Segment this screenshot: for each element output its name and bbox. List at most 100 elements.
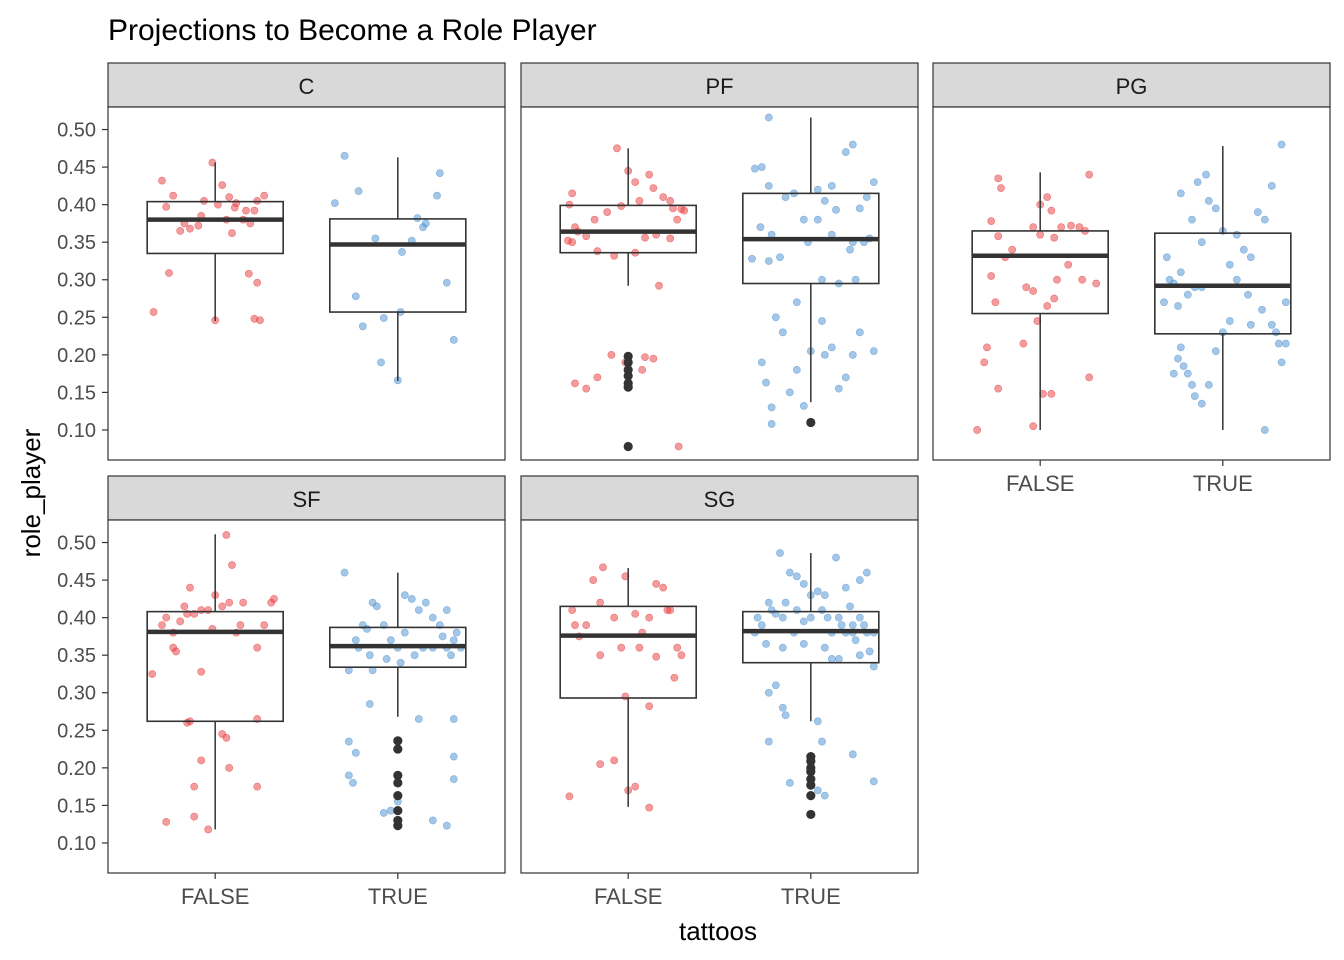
- data-point: [1029, 422, 1038, 431]
- data-point: [1260, 426, 1269, 434]
- data-point: [771, 681, 780, 690]
- data-point: [442, 278, 451, 287]
- data-point: [1053, 275, 1061, 284]
- data-point: [330, 199, 339, 208]
- box-false: [559, 144, 697, 452]
- y-tick-label: 0.45: [57, 570, 96, 592]
- iqr-box: [146, 610, 284, 723]
- data-point: [1176, 189, 1185, 198]
- y-tick-label: 0.25: [57, 307, 96, 329]
- x-tick-label: FALSE: [181, 884, 249, 909]
- y-tick-label: 0.10: [57, 833, 96, 855]
- data-point: [621, 572, 630, 581]
- data-point: [1267, 320, 1276, 329]
- data-point: [1211, 347, 1220, 355]
- data-point: [865, 647, 874, 656]
- data-point: [776, 253, 784, 262]
- data-point: [869, 178, 878, 187]
- data-point: [571, 379, 579, 388]
- data-point: [645, 170, 654, 179]
- data-point: [834, 384, 843, 393]
- data-point: [1246, 253, 1255, 262]
- data-point: [994, 174, 1003, 183]
- data-point: [568, 189, 577, 198]
- facet-label: C: [299, 74, 315, 99]
- data-point: [162, 613, 171, 622]
- data-point: [158, 176, 166, 185]
- iqr-box: [329, 218, 467, 313]
- data-point: [771, 313, 780, 322]
- data-point: [1162, 253, 1171, 262]
- data-point: [778, 613, 787, 622]
- data-point: [818, 317, 826, 325]
- data-point: [792, 572, 801, 581]
- x-tick-label: FALSE: [594, 884, 662, 909]
- data-point: [1179, 362, 1188, 371]
- outlier-point: [393, 770, 403, 780]
- data-point: [449, 636, 458, 645]
- data-point: [764, 737, 773, 746]
- data-point: [792, 606, 801, 615]
- facet-label: SG: [704, 487, 736, 512]
- iqr-box: [971, 230, 1109, 315]
- data-point: [767, 403, 776, 412]
- data-point: [869, 777, 878, 786]
- box-true: [1154, 140, 1292, 434]
- data-point: [652, 579, 661, 588]
- data-point: [980, 358, 989, 367]
- panel-border: [520, 519, 919, 874]
- y-tick-label: 0.50: [57, 120, 96, 142]
- data-point: [1176, 268, 1185, 277]
- data-point: [442, 821, 451, 830]
- x-tick-label: FALSE: [1006, 471, 1074, 496]
- data-point: [1188, 215, 1196, 224]
- data-point: [806, 613, 815, 622]
- data-point: [228, 229, 236, 238]
- data-point: [582, 384, 591, 393]
- data-point: [149, 308, 158, 316]
- data-point: [820, 350, 829, 359]
- data-point: [778, 328, 787, 337]
- data-point: [1239, 245, 1248, 254]
- data-point: [186, 224, 194, 233]
- iqr-box: [146, 200, 284, 255]
- data-point: [655, 281, 663, 290]
- outlier-point: [393, 821, 403, 831]
- x-tick-label: TRUE: [781, 884, 841, 909]
- outlier-point: [806, 809, 816, 820]
- data-point: [756, 223, 765, 232]
- data-point: [435, 169, 444, 177]
- data-point: [165, 269, 173, 277]
- facet-label: PG: [1116, 74, 1148, 99]
- data-point: [813, 185, 822, 194]
- data-point: [764, 181, 773, 190]
- data-point: [1197, 399, 1206, 408]
- data-point: [162, 818, 171, 826]
- data-point: [1092, 279, 1101, 288]
- panel-border: [932, 106, 1331, 461]
- data-point: [1253, 208, 1262, 217]
- data-point: [571, 621, 579, 630]
- data-point: [1204, 196, 1213, 205]
- data-point: [855, 328, 864, 337]
- outlier-point: [806, 780, 816, 790]
- x-tick-label: TRUE: [368, 884, 428, 909]
- data-point: [398, 248, 406, 256]
- data-point: [767, 420, 776, 428]
- data-point: [820, 643, 829, 652]
- data-point: [645, 613, 654, 622]
- x-axis-title: tattoos: [679, 916, 757, 946]
- outlier-point: [623, 382, 633, 392]
- data-point: [222, 733, 231, 742]
- data-point: [994, 232, 1003, 241]
- data-point: [244, 269, 253, 278]
- data-point: [764, 688, 773, 697]
- data-point: [666, 234, 675, 243]
- outlier-point: [393, 744, 403, 754]
- data-point: [635, 196, 644, 205]
- data-point: [428, 816, 437, 825]
- data-point: [613, 144, 621, 153]
- data-point: [673, 643, 682, 652]
- data-point: [832, 205, 840, 214]
- data-point: [677, 651, 686, 660]
